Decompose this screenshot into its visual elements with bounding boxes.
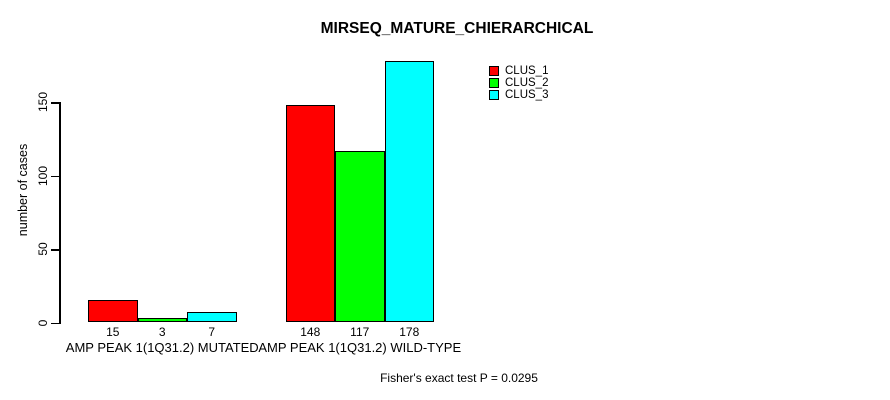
- legend-swatch-clus_3-icon: [489, 90, 499, 100]
- bar-clus_3-group2: [384, 60, 434, 323]
- bar-clus_1-group1: [88, 300, 138, 323]
- bar-value-label: 7: [208, 325, 216, 339]
- legend-row: CLUS_3: [489, 89, 548, 101]
- x-axis-group-label: AMP PEAK 1(1Q31.2) MUTATED: [65, 340, 259, 355]
- x-axis-group-label: AMP PEAK 1(1Q31.2) WILD-TYPE: [258, 340, 462, 355]
- y-axis-tick-label: 150: [36, 91, 50, 113]
- y-axis-title: number of cases: [16, 143, 30, 237]
- bar-value-label: 117: [350, 325, 370, 339]
- bar-clus_2-group1: [137, 318, 187, 323]
- y-axis-tick-label: 50: [36, 242, 50, 256]
- legend-swatch-clus_1-icon: [489, 66, 499, 76]
- y-axis-line: [59, 102, 61, 324]
- bar-value-label: 148: [300, 325, 321, 339]
- chart-title: MIRSEQ_MATURE_CHIERARCHICAL: [320, 20, 594, 37]
- legend-label: CLUS_3: [505, 88, 549, 101]
- y-axis-tick: [51, 175, 59, 177]
- legend-label: CLUS_2: [505, 76, 549, 89]
- bar-clus_3-group1: [187, 312, 237, 323]
- legend-swatch-clus_2-icon: [489, 78, 499, 88]
- y-axis-tick-label: 0: [36, 319, 50, 326]
- bar-value-label: 3: [158, 325, 166, 339]
- bar-clus_2-group2: [335, 150, 385, 323]
- bar-value-label: 178: [399, 325, 420, 339]
- legend-row: CLUS_2: [489, 77, 548, 89]
- bar-clus_1-group2: [285, 104, 335, 323]
- footer-annotation: Fisher's exact test P = 0.0295: [380, 371, 538, 385]
- bar-value-label: 15: [106, 325, 120, 339]
- legend-row: CLUS_1: [489, 65, 548, 77]
- y-axis-tick: [51, 249, 59, 251]
- y-axis-tick-label: 100: [36, 165, 50, 186]
- legend-label: CLUS_1: [505, 64, 549, 77]
- legend: CLUS_1 CLUS_2 CLUS_3: [489, 65, 548, 101]
- y-axis-tick: [51, 102, 59, 104]
- y-axis-tick: [51, 322, 59, 324]
